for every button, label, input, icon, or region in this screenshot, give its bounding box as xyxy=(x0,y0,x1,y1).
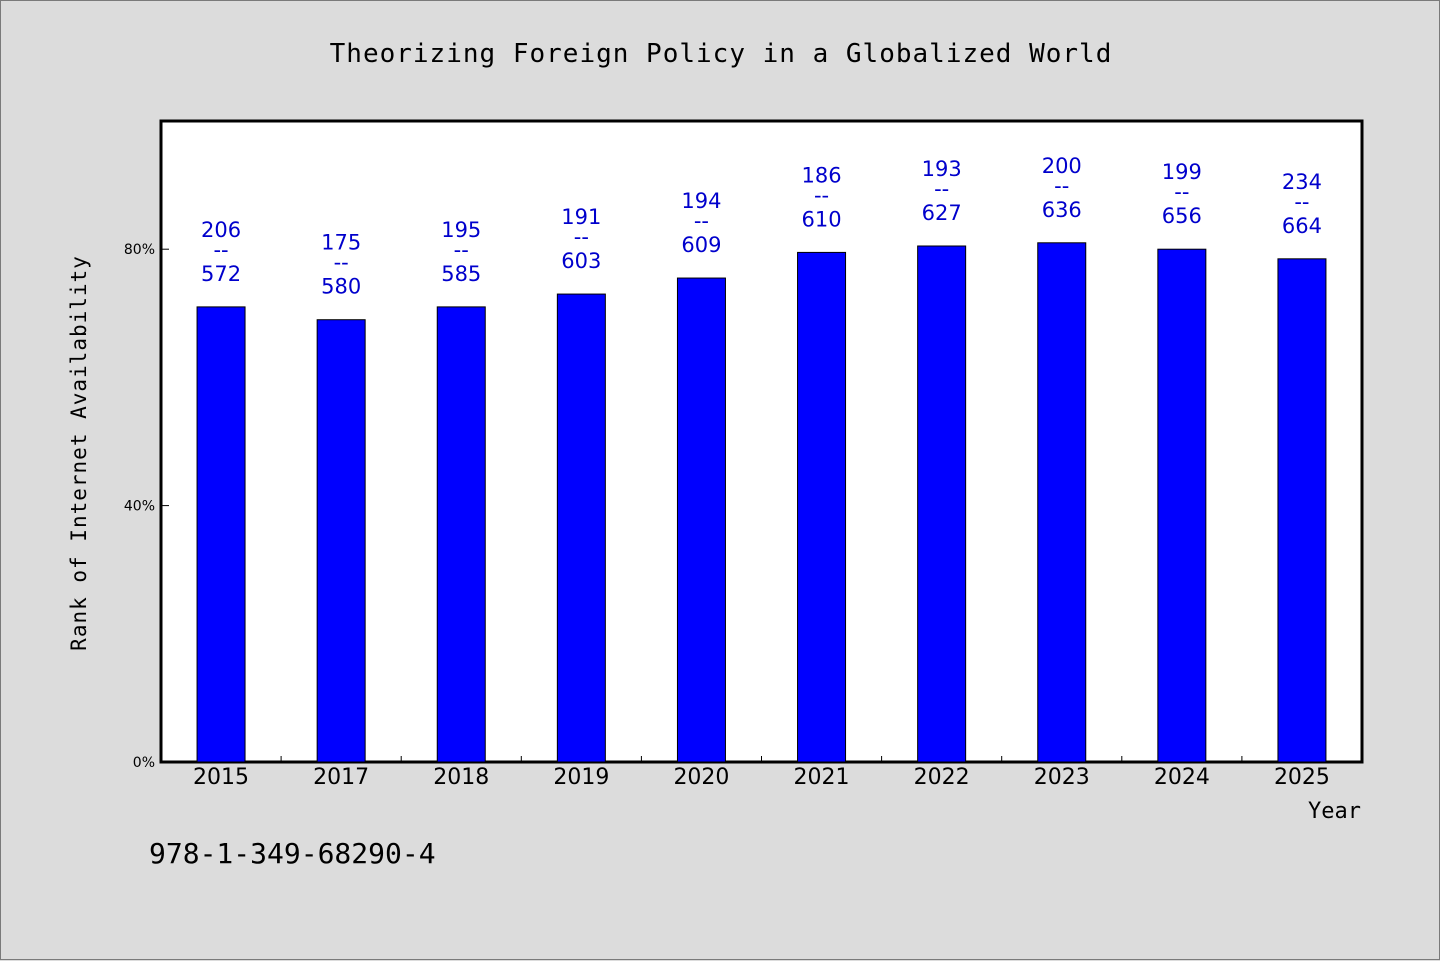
x-tick-label-2020: 2020 xyxy=(673,765,729,790)
bar-2022 xyxy=(917,245,967,763)
x-tick-label-2018: 2018 xyxy=(433,765,489,790)
data-label-sep-2022: -- xyxy=(934,177,949,201)
data-label-top-2025: 234 xyxy=(1282,170,1322,194)
bar-2020 xyxy=(676,277,726,763)
x-tick-label-2021: 2021 xyxy=(794,765,850,790)
y-tick-label: 0% xyxy=(133,755,155,771)
data-label-sep-2023: -- xyxy=(1054,174,1069,198)
data-label-top-2023: 200 xyxy=(1042,154,1082,178)
data-label-bottom-2024: 656 xyxy=(1162,204,1202,228)
data-label-sep-2020: -- xyxy=(694,209,709,233)
y-axis-label: Rank of Internet Availability xyxy=(67,255,91,651)
chart-title: Theorizing Foreign Policy in a Globalize… xyxy=(330,39,1113,69)
data-label-top-2022: 193 xyxy=(922,157,962,181)
x-tick-label-2024: 2024 xyxy=(1154,765,1210,790)
x-axis-ticks: 2015 2017 2018 2019 2020 2021 2022 2023 2024 2025 xyxy=(193,756,1330,790)
data-label-top-2021: 186 xyxy=(802,163,842,187)
data-label-bottom-2020: 609 xyxy=(681,233,721,257)
data-label-bottom-2019: 603 xyxy=(561,249,601,273)
data-label-sep-2019: -- xyxy=(574,225,589,249)
data-label-top-2020: 194 xyxy=(681,189,721,213)
data-label-top-2019: 191 xyxy=(561,205,601,229)
bar-2023 xyxy=(1037,242,1087,763)
data-labels-group: 206--572175--580195--585191--603194--609… xyxy=(201,154,1322,299)
bar-2025 xyxy=(1277,258,1327,763)
x-tick-label-2025: 2025 xyxy=(1274,765,1330,790)
x-tick-label-2019: 2019 xyxy=(553,765,609,790)
data-label-bottom-2018: 585 xyxy=(441,262,481,286)
data-label-top-2015: 206 xyxy=(201,218,241,242)
x-axis-label: Year xyxy=(1308,799,1361,824)
data-label-bottom-2025: 664 xyxy=(1282,214,1322,238)
data-label-sep-2017: -- xyxy=(334,251,349,275)
data-label-top-2018: 195 xyxy=(441,218,481,242)
isbn-footnote: 978-1-349-68290-4 xyxy=(149,837,436,870)
data-label-bottom-2022: 627 xyxy=(922,201,962,225)
data-label-bottom-2023: 636 xyxy=(1042,198,1082,222)
data-label-top-2024: 199 xyxy=(1162,160,1202,184)
bar-2019 xyxy=(556,293,606,763)
data-label-sep-2025: -- xyxy=(1294,190,1309,214)
data-label-sep-2024: -- xyxy=(1174,180,1189,204)
bar-2017 xyxy=(316,319,366,763)
data-label-bottom-2017: 580 xyxy=(321,275,361,299)
x-tick-label-2015: 2015 xyxy=(193,765,249,790)
x-tick-label-2017: 2017 xyxy=(313,765,369,790)
x-tick-label-2023: 2023 xyxy=(1034,765,1090,790)
y-tick-label: 80% xyxy=(124,242,155,258)
data-label-sep-2015: -- xyxy=(213,238,228,262)
y-tick-label: 40% xyxy=(124,499,155,515)
y-axis-ticks: 0% 40% 80% xyxy=(124,242,169,771)
data-label-bottom-2015: 572 xyxy=(201,262,241,286)
data-label-bottom-2021: 610 xyxy=(802,207,842,231)
data-label-sep-2021: -- xyxy=(814,183,829,207)
data-label-top-2017: 175 xyxy=(321,231,361,255)
bar-2018 xyxy=(436,306,486,763)
bars-group xyxy=(196,242,1327,763)
data-label-sep-2018: -- xyxy=(454,238,469,262)
bar-2021 xyxy=(797,251,847,763)
x-tick-label-2022: 2022 xyxy=(914,765,970,790)
bar-2015 xyxy=(196,306,246,763)
bar-2024 xyxy=(1157,248,1207,763)
